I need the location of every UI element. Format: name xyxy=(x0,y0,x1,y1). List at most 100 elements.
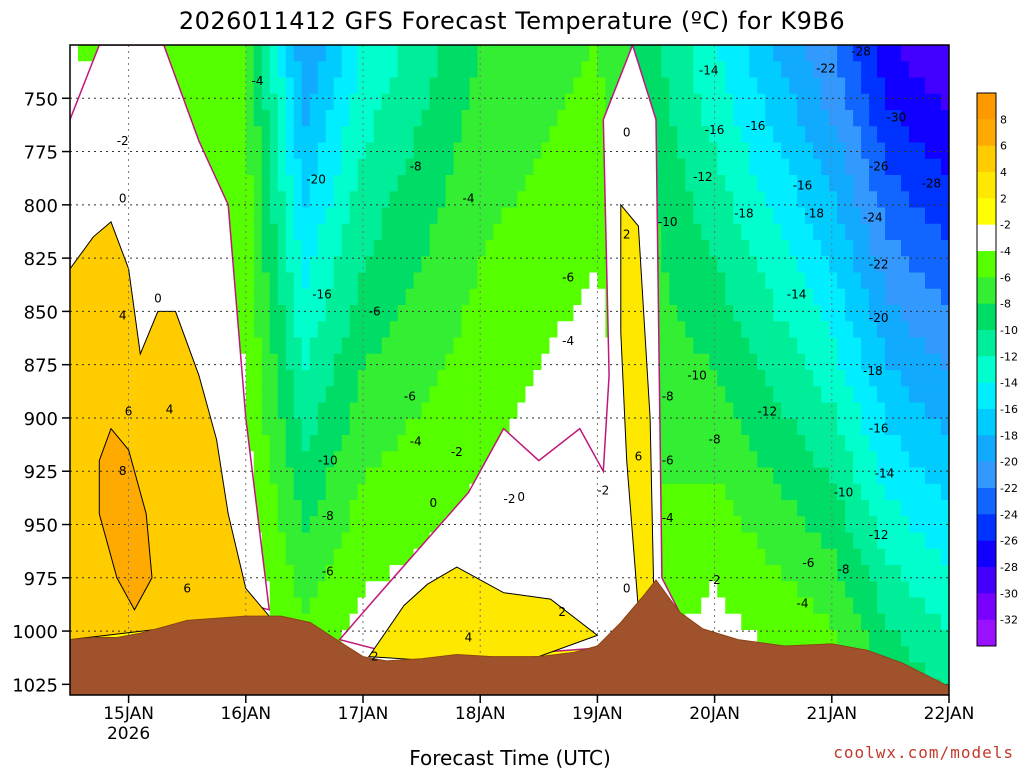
field-cell xyxy=(581,288,591,306)
field-cell xyxy=(389,223,399,241)
field-cell xyxy=(437,93,447,111)
field-cell xyxy=(309,581,319,599)
field-cell xyxy=(781,223,790,241)
field-cell xyxy=(869,321,878,339)
field-cell xyxy=(285,93,295,111)
field-cell xyxy=(901,435,910,452)
field-cell xyxy=(445,223,455,241)
field-cell xyxy=(373,126,383,144)
field-cell xyxy=(917,435,926,452)
field-cell xyxy=(789,305,798,322)
field-cell xyxy=(685,500,694,517)
field-cell xyxy=(885,93,894,111)
field-cell xyxy=(309,256,319,274)
field-cell xyxy=(741,435,750,452)
field-cell xyxy=(717,305,726,322)
field-cell xyxy=(805,337,814,355)
field-cell xyxy=(829,321,838,339)
field-cell xyxy=(525,370,535,387)
field-cell xyxy=(293,565,303,582)
field-cell xyxy=(397,370,407,387)
field-cell xyxy=(469,402,479,420)
field-cell xyxy=(381,223,391,241)
field-cell xyxy=(181,77,191,95)
field-cell xyxy=(701,158,710,176)
field-cell xyxy=(477,418,487,436)
field-cell xyxy=(365,500,375,517)
colorbar-swatch xyxy=(977,567,996,594)
field-cell xyxy=(397,223,407,241)
field-cell xyxy=(541,288,551,306)
field-cell xyxy=(549,402,559,420)
field-cell xyxy=(517,240,527,257)
field-cell xyxy=(725,548,734,566)
field-cell xyxy=(845,45,854,62)
field-cell xyxy=(437,321,447,339)
field-cell xyxy=(909,646,918,664)
field-cell xyxy=(541,321,551,339)
field-cell xyxy=(437,435,447,452)
field-cell xyxy=(285,191,295,209)
contour-label: -6 xyxy=(369,304,381,318)
field-cell xyxy=(669,110,678,127)
field-cell xyxy=(581,272,591,290)
contour-label: -30 xyxy=(886,111,906,125)
field-cell xyxy=(469,256,479,274)
field-cell xyxy=(861,613,870,631)
field-cell xyxy=(301,288,311,306)
field-cell xyxy=(445,61,455,79)
field-cell xyxy=(813,467,822,485)
field-cell xyxy=(349,435,359,452)
field-cell xyxy=(469,61,479,79)
field-cell xyxy=(405,483,415,501)
field-cell xyxy=(885,175,894,192)
field-cell xyxy=(837,207,846,225)
field-cell xyxy=(821,500,830,517)
field-cell xyxy=(781,240,790,257)
field-cell xyxy=(773,565,782,582)
field-cell xyxy=(277,158,287,176)
field-cell xyxy=(725,223,734,241)
field-cell xyxy=(917,370,926,387)
field-cell xyxy=(917,532,926,550)
field-cell xyxy=(877,288,886,306)
field-cell xyxy=(517,288,527,306)
field-cell xyxy=(517,256,527,274)
field-cell xyxy=(317,142,327,160)
field-cell xyxy=(70,77,79,95)
field-cell xyxy=(925,435,934,452)
field-cell xyxy=(597,305,606,322)
field-cell xyxy=(565,305,575,322)
field-cell xyxy=(917,337,926,355)
field-cell xyxy=(741,272,750,290)
field-cell xyxy=(941,483,949,501)
field-cell xyxy=(541,337,551,355)
field-cell xyxy=(309,305,319,322)
field-cell xyxy=(525,305,535,322)
field-cell xyxy=(709,321,718,339)
field-cell xyxy=(733,548,742,566)
field-cell xyxy=(509,191,519,209)
field-cell xyxy=(269,353,279,371)
ytick-label-825: 825 xyxy=(24,249,58,270)
contour-label: -4 xyxy=(562,334,574,348)
field-cell xyxy=(445,435,455,452)
field-cell xyxy=(773,386,782,404)
field-cell xyxy=(829,532,838,550)
field-cell xyxy=(909,175,918,192)
field-cell xyxy=(789,61,798,79)
field-cell xyxy=(381,435,391,452)
field-cell xyxy=(909,207,918,225)
field-cell xyxy=(533,223,543,241)
field-cell xyxy=(485,353,495,371)
field-cell xyxy=(901,110,910,127)
field-cell xyxy=(701,613,710,631)
field-cell xyxy=(405,175,415,192)
field-cell xyxy=(661,45,670,62)
field-cell xyxy=(549,435,559,452)
field-cell xyxy=(733,435,742,452)
field-cell xyxy=(693,77,702,95)
field-cell xyxy=(685,532,694,550)
field-cell xyxy=(789,451,798,469)
